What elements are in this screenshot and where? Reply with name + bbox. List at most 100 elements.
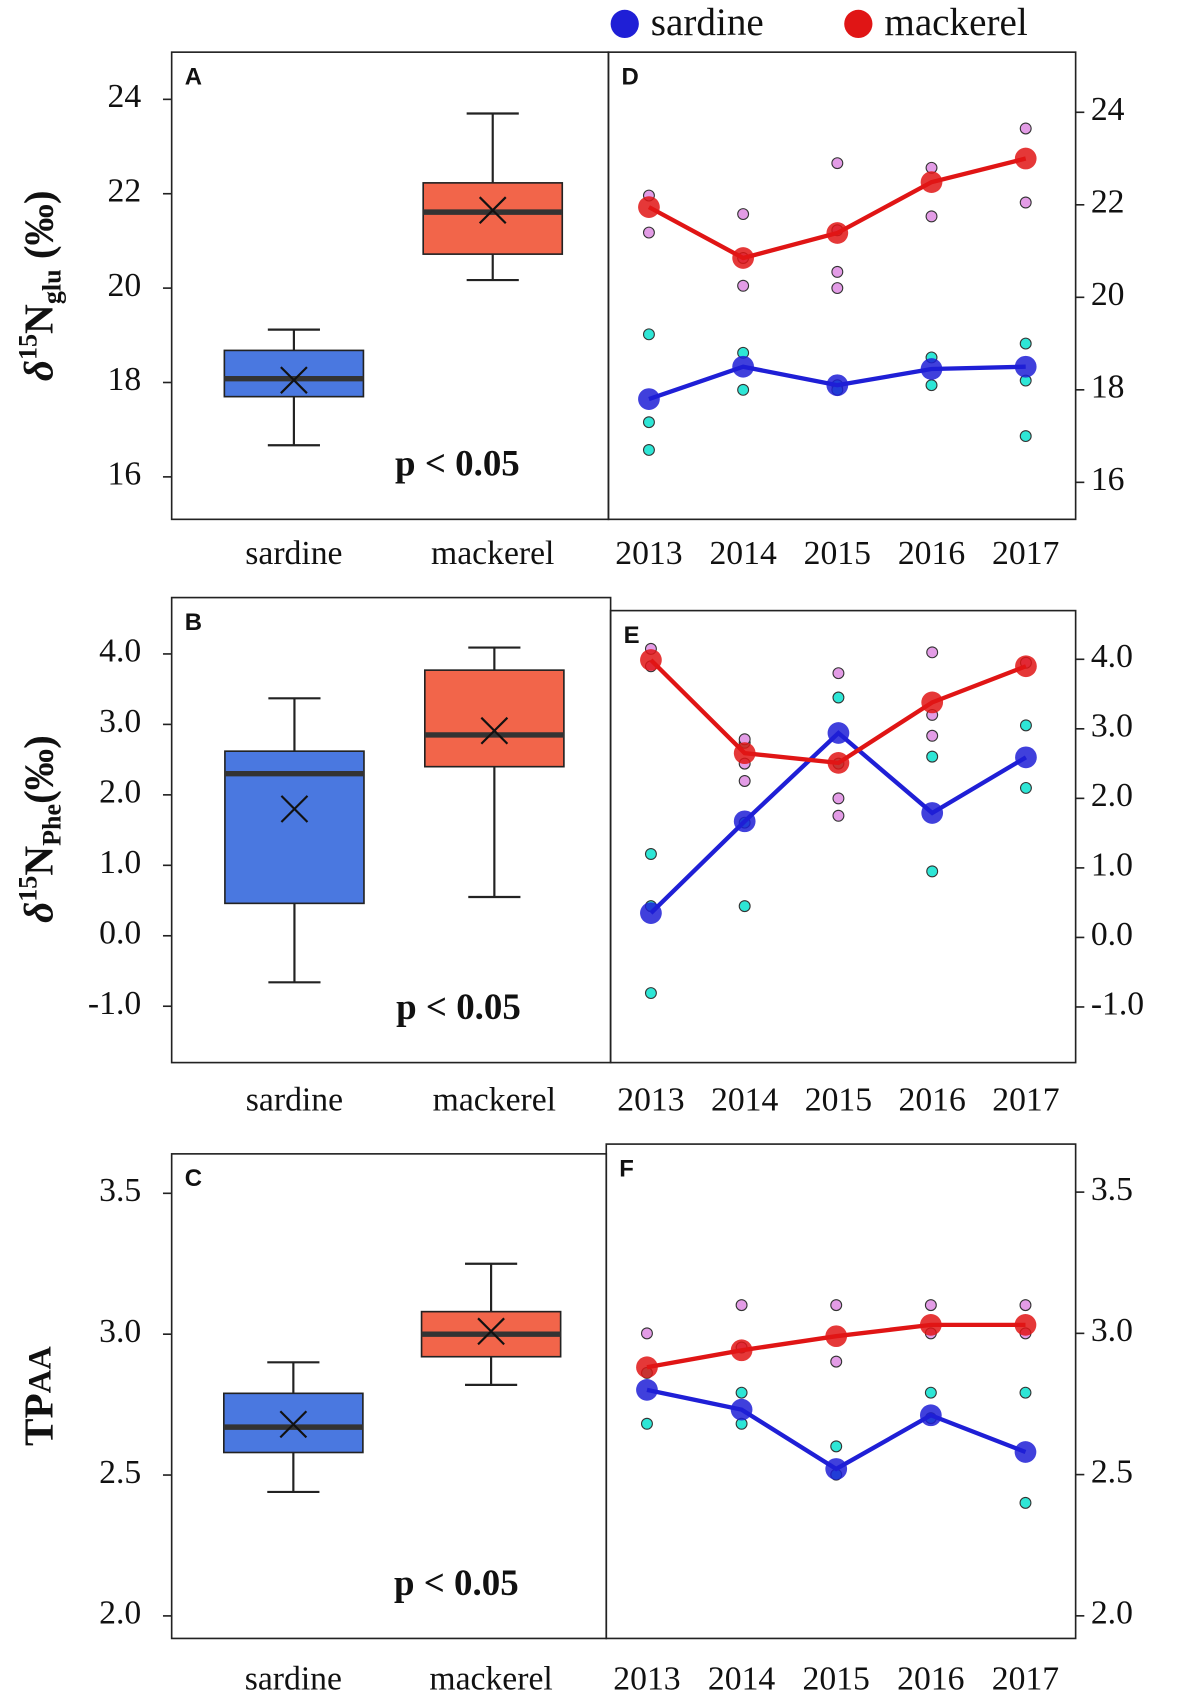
sample-point — [642, 328, 655, 341]
y-tick-label: 16 — [108, 456, 142, 493]
mean-marker — [478, 196, 507, 225]
box — [422, 182, 564, 255]
series-marker — [921, 802, 944, 824]
y-axis-label-part: (‰) — [16, 190, 63, 269]
x-tick-label: sardine — [246, 1082, 343, 1119]
x-tick-label: 2014 — [709, 535, 777, 572]
x-tick-label: mackerel — [433, 1082, 556, 1119]
y-tick-label: 18 — [108, 361, 142, 398]
series-marker — [730, 1339, 753, 1362]
y-tick-label: 3.0 — [99, 703, 141, 740]
x-tick-label: 2014 — [711, 1082, 779, 1119]
y-axis-label-part: TP — [16, 1393, 62, 1446]
y-tick-label: 1.0 — [99, 844, 141, 881]
y-tick-label: 16 — [1091, 461, 1125, 498]
box — [424, 669, 565, 768]
mean-marker — [280, 795, 309, 823]
mean-marker — [480, 716, 509, 745]
sample-point — [640, 1417, 653, 1430]
sample-point — [644, 848, 657, 860]
series-marker — [733, 742, 756, 765]
series-marker — [1015, 746, 1037, 769]
sample-point — [1019, 719, 1032, 732]
y-axis-label-part: glu — [37, 269, 66, 304]
y-tick-label: 24 — [1091, 91, 1125, 128]
sample-point — [830, 1299, 843, 1312]
y-tick-label: 2.0 — [99, 1595, 141, 1632]
sample-point — [832, 809, 845, 822]
series-marker — [825, 1325, 848, 1348]
annotation: p < 0.05 — [395, 443, 520, 484]
sample-point — [926, 865, 939, 878]
mean-marker — [280, 366, 308, 394]
x-tick-label: 2015 — [803, 1661, 870, 1698]
sample-point — [924, 1386, 937, 1399]
panel-frame — [170, 51, 610, 521]
series-marker — [733, 810, 756, 833]
sample-point — [1019, 1299, 1032, 1312]
sample-point — [926, 729, 939, 742]
series-marker — [640, 649, 662, 671]
y-tick-label: 22 — [108, 172, 142, 209]
y-tick-label: 3.5 — [99, 1172, 141, 1209]
y-tick-label: 2.0 — [1091, 777, 1133, 814]
sample-point — [832, 792, 845, 805]
y-axis-label-part: δ — [16, 902, 62, 923]
series-marker — [1015, 655, 1037, 678]
sample-point — [1019, 1496, 1032, 1509]
sample-point — [1019, 122, 1032, 135]
x-tick-label: 2016 — [898, 535, 965, 572]
series-marker — [826, 374, 849, 397]
series-marker — [1014, 1441, 1037, 1463]
sample-point — [925, 379, 938, 392]
y-tick-label: 3.0 — [1091, 1312, 1133, 1349]
x-tick-label: 2015 — [804, 535, 871, 572]
y-axis-label-part: δ — [16, 360, 62, 381]
y-axis-label: δ15Nglu (‰) — [13, 190, 66, 381]
series-marker — [920, 171, 943, 193]
y-tick-label: -1.0 — [88, 985, 141, 1022]
series-marker — [732, 247, 755, 269]
series-marker — [636, 1378, 658, 1401]
y-axis-label-part: N — [16, 304, 62, 334]
series-marker — [921, 691, 944, 714]
series-marker — [825, 1458, 848, 1480]
y-tick-label: 3.0 — [1091, 708, 1133, 745]
y-tick-label: 20 — [108, 267, 142, 304]
x-tick-label: 2014 — [708, 1661, 776, 1698]
panel-letter: B — [185, 609, 202, 636]
sample-point — [737, 383, 750, 396]
sample-point — [640, 1327, 653, 1340]
sample-point — [738, 775, 751, 787]
sample-point — [737, 279, 750, 292]
sample-point — [642, 226, 655, 239]
panel-letter: F — [619, 1155, 634, 1182]
x-tick-label: sardine — [245, 535, 342, 572]
series-marker — [1014, 355, 1037, 378]
x-tick-label: 2016 — [899, 1082, 966, 1119]
y-tick-label: 24 — [108, 78, 142, 115]
legend-label: mackerel — [884, 1, 1027, 44]
y-axis-label-part: 15 — [13, 876, 42, 902]
y-axis-label-part: Phe — [37, 804, 66, 846]
sample-point — [830, 1355, 843, 1368]
y-tick-label: 4.0 — [1091, 638, 1133, 675]
y-axis-label-part: 15 — [13, 334, 42, 360]
y-tick-label: 22 — [1091, 184, 1125, 221]
box — [224, 750, 365, 905]
series-marker — [827, 722, 850, 744]
y-tick-label: 20 — [1091, 276, 1125, 313]
y-tick-label: 18 — [1091, 369, 1125, 406]
sample-point — [1019, 781, 1032, 794]
sample-point — [832, 667, 845, 680]
series-marker — [638, 388, 660, 410]
panel-frame — [607, 51, 1077, 521]
x-tick-label: mackerel — [429, 1661, 552, 1698]
sample-point — [832, 691, 845, 704]
series-marker — [919, 1404, 942, 1427]
sample-point — [738, 900, 751, 913]
y-tick-label: 3.5 — [1091, 1171, 1133, 1208]
sample-point — [831, 157, 844, 170]
y-tick-label: 2.5 — [99, 1454, 141, 1491]
